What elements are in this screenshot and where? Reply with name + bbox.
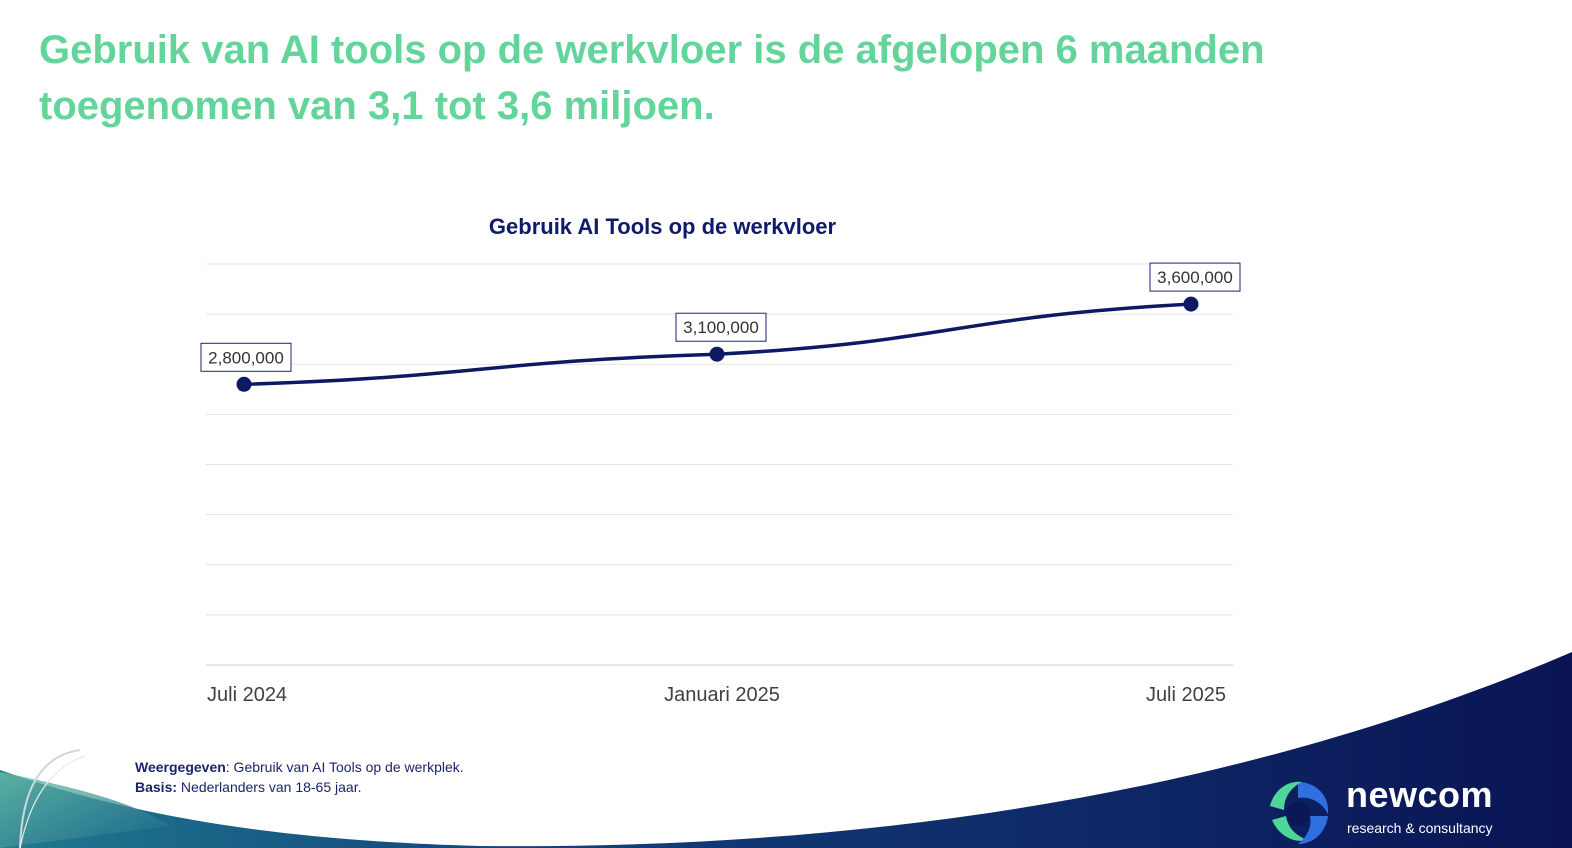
headline-line-2: toegenomen van 3,1 tot 3,6 miljoen.	[39, 84, 715, 128]
data-label: 3,100,000	[683, 318, 759, 337]
logo-wordmark: newcom	[1346, 774, 1494, 815]
chart-title: Gebruik AI Tools op de werkvloer	[488, 214, 837, 239]
headline: Gebruik van AI tools op de werkvloer is …	[39, 22, 1439, 134]
data-point	[236, 376, 252, 392]
newcom-logo-icon	[1270, 781, 1329, 844]
data-point	[709, 346, 725, 362]
footnote-shown-label: Weergegeven	[135, 759, 226, 775]
chart-data-labels: 2,800,000 3,100,000 3,600,000	[200, 262, 1241, 372]
data-label-box	[1149, 262, 1241, 292]
footnote-shown: Weergegeven: Gebruik van AI Tools op de …	[135, 757, 464, 777]
footnote-basis-text: Nederlanders van 18-65 jaar.	[177, 779, 362, 795]
chart-series	[236, 296, 1199, 392]
x-tick-label: Juli 2025	[1146, 684, 1226, 706]
headline-line-1: Gebruik van AI tools op de werkvloer is …	[39, 28, 1265, 72]
data-point	[1183, 296, 1199, 312]
footnote-basis: Basis: Nederlanders van 18-65 jaar.	[135, 777, 464, 797]
data-label-box	[675, 312, 767, 342]
newcom-logo: newcom research & consultancy	[1262, 774, 1542, 846]
footnote-basis-label: Basis:	[135, 779, 178, 795]
data-label: 2,800,000	[208, 348, 284, 367]
footnote-shown-text: : Gebruik van AI Tools op de werkplek.	[225, 759, 464, 775]
data-label-box	[200, 342, 292, 372]
chart-x-ticks: Juli 2024 Januari 2025 Juli 2025	[207, 684, 1226, 706]
logo-tagline: research & consultancy	[1347, 820, 1493, 836]
footnote: Weergegeven: Gebruik van AI Tools op de …	[135, 757, 464, 797]
data-label: 3,600,000	[1157, 268, 1233, 287]
x-tick-label: Januari 2025	[664, 684, 780, 706]
x-tick-label: Juli 2024	[207, 684, 287, 706]
